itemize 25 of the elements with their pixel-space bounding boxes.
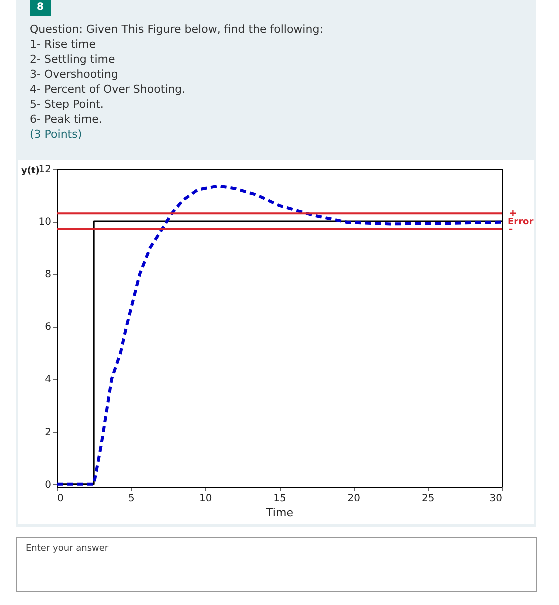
y-tick-label: 6 [45, 322, 52, 334]
x-tick-label: 30 [490, 494, 502, 504]
x-tick-label: 5 [128, 494, 135, 504]
text: 3- Overshooting [30, 67, 120, 82]
y-tick-label: 0 [45, 480, 52, 491]
y-axis-title: y(t) [22, 166, 40, 176]
chart-title: Question: Given This Figure below, find the following: [30, 22, 324, 37]
text: 4- Percent of Over Shooting. [30, 82, 187, 97]
x-tick-label: 15 [274, 494, 286, 504]
x-tick-label: 20 [348, 494, 361, 504]
text: Enter your answer [16, 537, 537, 592]
y-tick-label: 12 [38, 164, 52, 176]
y-tick-label: 4 [45, 374, 52, 386]
y-tick-label: 2 [45, 427, 52, 438]
y-tick-label: 10 [38, 217, 52, 228]
y-tick-label: 8 [45, 270, 52, 281]
x-tick-label: 25 [422, 494, 435, 504]
text: 2- Settling time [30, 52, 116, 67]
x-axis-title: Time [266, 506, 294, 520]
text: 6- Peak time. [30, 112, 104, 127]
text: 5- Step Point. [30, 97, 105, 112]
text: (3 Points) [30, 127, 84, 142]
x-tick-label: 0 [58, 494, 64, 504]
x-tick-label: 10 [199, 494, 212, 504]
text: 1- Rise time [30, 37, 98, 52]
